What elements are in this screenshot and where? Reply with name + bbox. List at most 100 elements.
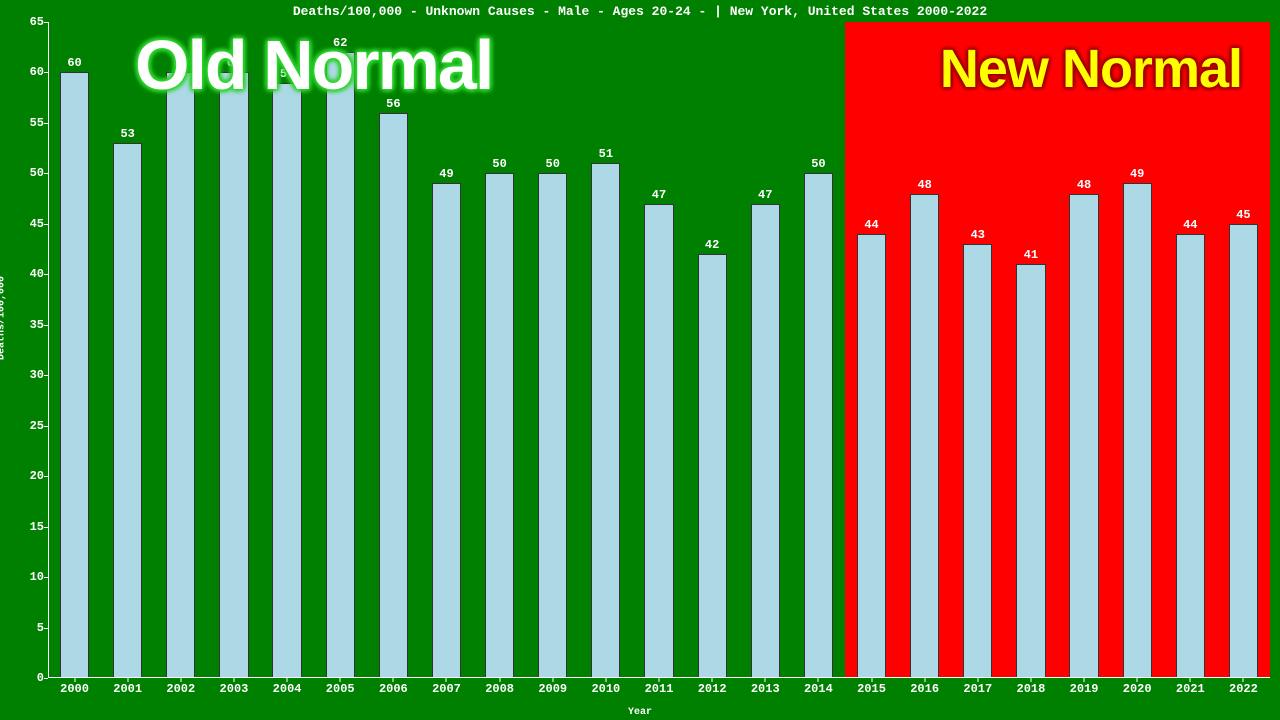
x-tick-label: 2008 [485, 682, 514, 696]
bar [326, 52, 355, 678]
y-tick-label: 10 [18, 570, 44, 584]
x-tick-mark [871, 678, 872, 682]
x-tick-mark [765, 678, 766, 682]
bar [591, 163, 620, 678]
y-tick-mark [44, 476, 48, 477]
y-tick-label: 20 [18, 469, 44, 483]
bar-value-label: 44 [1183, 218, 1197, 232]
x-tick-mark [499, 678, 500, 682]
bar-value-label: 48 [917, 178, 931, 192]
x-tick-mark [552, 678, 553, 682]
bar-value-label: 60 [67, 56, 81, 70]
x-tick-label: 2018 [1017, 682, 1046, 696]
x-tick-label: 2005 [326, 682, 355, 696]
x-tick-label: 2013 [751, 682, 780, 696]
y-axis [48, 22, 49, 678]
x-tick-mark [1030, 678, 1031, 682]
chart-title: Deaths/100,000 - Unknown Causes - Male -… [0, 4, 1280, 19]
bar [60, 72, 89, 678]
x-tick-mark [74, 678, 75, 682]
y-tick-label: 5 [18, 621, 44, 635]
bar [698, 254, 727, 678]
bar-value-label: 48 [1077, 178, 1091, 192]
bar-value-label: 53 [120, 127, 134, 141]
bar-value-label: 42 [705, 238, 719, 252]
y-tick-mark [44, 274, 48, 275]
bar-value-label: 44 [864, 218, 878, 232]
bar-value-label: 47 [652, 188, 666, 202]
bar-value-label: 50 [492, 157, 506, 171]
bar [644, 204, 673, 678]
bar-value-label: 45 [1236, 208, 1250, 222]
y-tick-label: 30 [18, 368, 44, 382]
x-tick-label: 2017 [963, 682, 992, 696]
bar [1229, 224, 1258, 678]
x-tick-mark [1243, 678, 1244, 682]
x-tick-label: 2019 [1070, 682, 1099, 696]
x-tick-label: 2015 [857, 682, 886, 696]
y-tick-mark [44, 173, 48, 174]
plot-area: 0510152025303540455055606560200053200160… [48, 22, 1270, 678]
x-tick-mark [1190, 678, 1191, 682]
bar [272, 83, 301, 678]
x-tick-label: 2021 [1176, 682, 1205, 696]
x-tick-label: 2022 [1229, 682, 1258, 696]
x-tick-label: 2010 [591, 682, 620, 696]
x-tick-label: 2020 [1123, 682, 1152, 696]
bar-value-label: 49 [1130, 167, 1144, 181]
y-tick-mark [44, 375, 48, 376]
bar-value-label: 50 [546, 157, 560, 171]
x-tick-label: 2011 [645, 682, 674, 696]
bar [963, 244, 992, 678]
bar [432, 183, 461, 678]
bar [379, 113, 408, 678]
overlay-new-normal: New Normal [940, 38, 1242, 100]
y-tick-mark [44, 72, 48, 73]
x-tick-label: 2000 [60, 682, 89, 696]
bar [485, 173, 514, 678]
y-tick-label: 15 [18, 520, 44, 534]
y-tick-mark [44, 325, 48, 326]
x-tick-mark [977, 678, 978, 682]
bar-value-label: 50 [811, 157, 825, 171]
y-tick-mark [44, 22, 48, 23]
x-tick-mark [127, 678, 128, 682]
bar [1069, 194, 1098, 678]
y-tick-label: 0 [18, 671, 44, 685]
x-tick-mark [446, 678, 447, 682]
bar [166, 72, 195, 678]
bar-value-label: 41 [1024, 248, 1038, 262]
x-tick-mark [659, 678, 660, 682]
bar-value-label: 43 [971, 228, 985, 242]
y-tick-mark [44, 123, 48, 124]
x-tick-label: 2007 [432, 682, 461, 696]
x-tick-mark [924, 678, 925, 682]
overlay-old-normal: Old Normal [135, 25, 492, 105]
bar [538, 173, 567, 678]
x-tick-label: 2003 [220, 682, 249, 696]
y-tick-label: 50 [18, 166, 44, 180]
x-tick-label: 2016 [910, 682, 939, 696]
x-tick-label: 2012 [698, 682, 727, 696]
x-tick-mark [1084, 678, 1085, 682]
bar [751, 204, 780, 678]
x-tick-mark [605, 678, 606, 682]
x-tick-mark [340, 678, 341, 682]
y-tick-mark [44, 628, 48, 629]
bar [1016, 264, 1045, 678]
y-axis-label: Deaths/100,000 [0, 276, 8, 360]
bar [219, 72, 248, 678]
bar [857, 234, 886, 678]
y-tick-label: 35 [18, 318, 44, 332]
x-tick-label: 2001 [113, 682, 142, 696]
y-tick-mark [44, 527, 48, 528]
y-tick-label: 45 [18, 217, 44, 231]
x-tick-mark [393, 678, 394, 682]
x-tick-label: 2009 [538, 682, 567, 696]
x-tick-label: 2006 [379, 682, 408, 696]
y-tick-label: 40 [18, 267, 44, 281]
y-tick-mark [44, 577, 48, 578]
bar [804, 173, 833, 678]
y-tick-mark [44, 426, 48, 427]
y-tick-mark [44, 224, 48, 225]
